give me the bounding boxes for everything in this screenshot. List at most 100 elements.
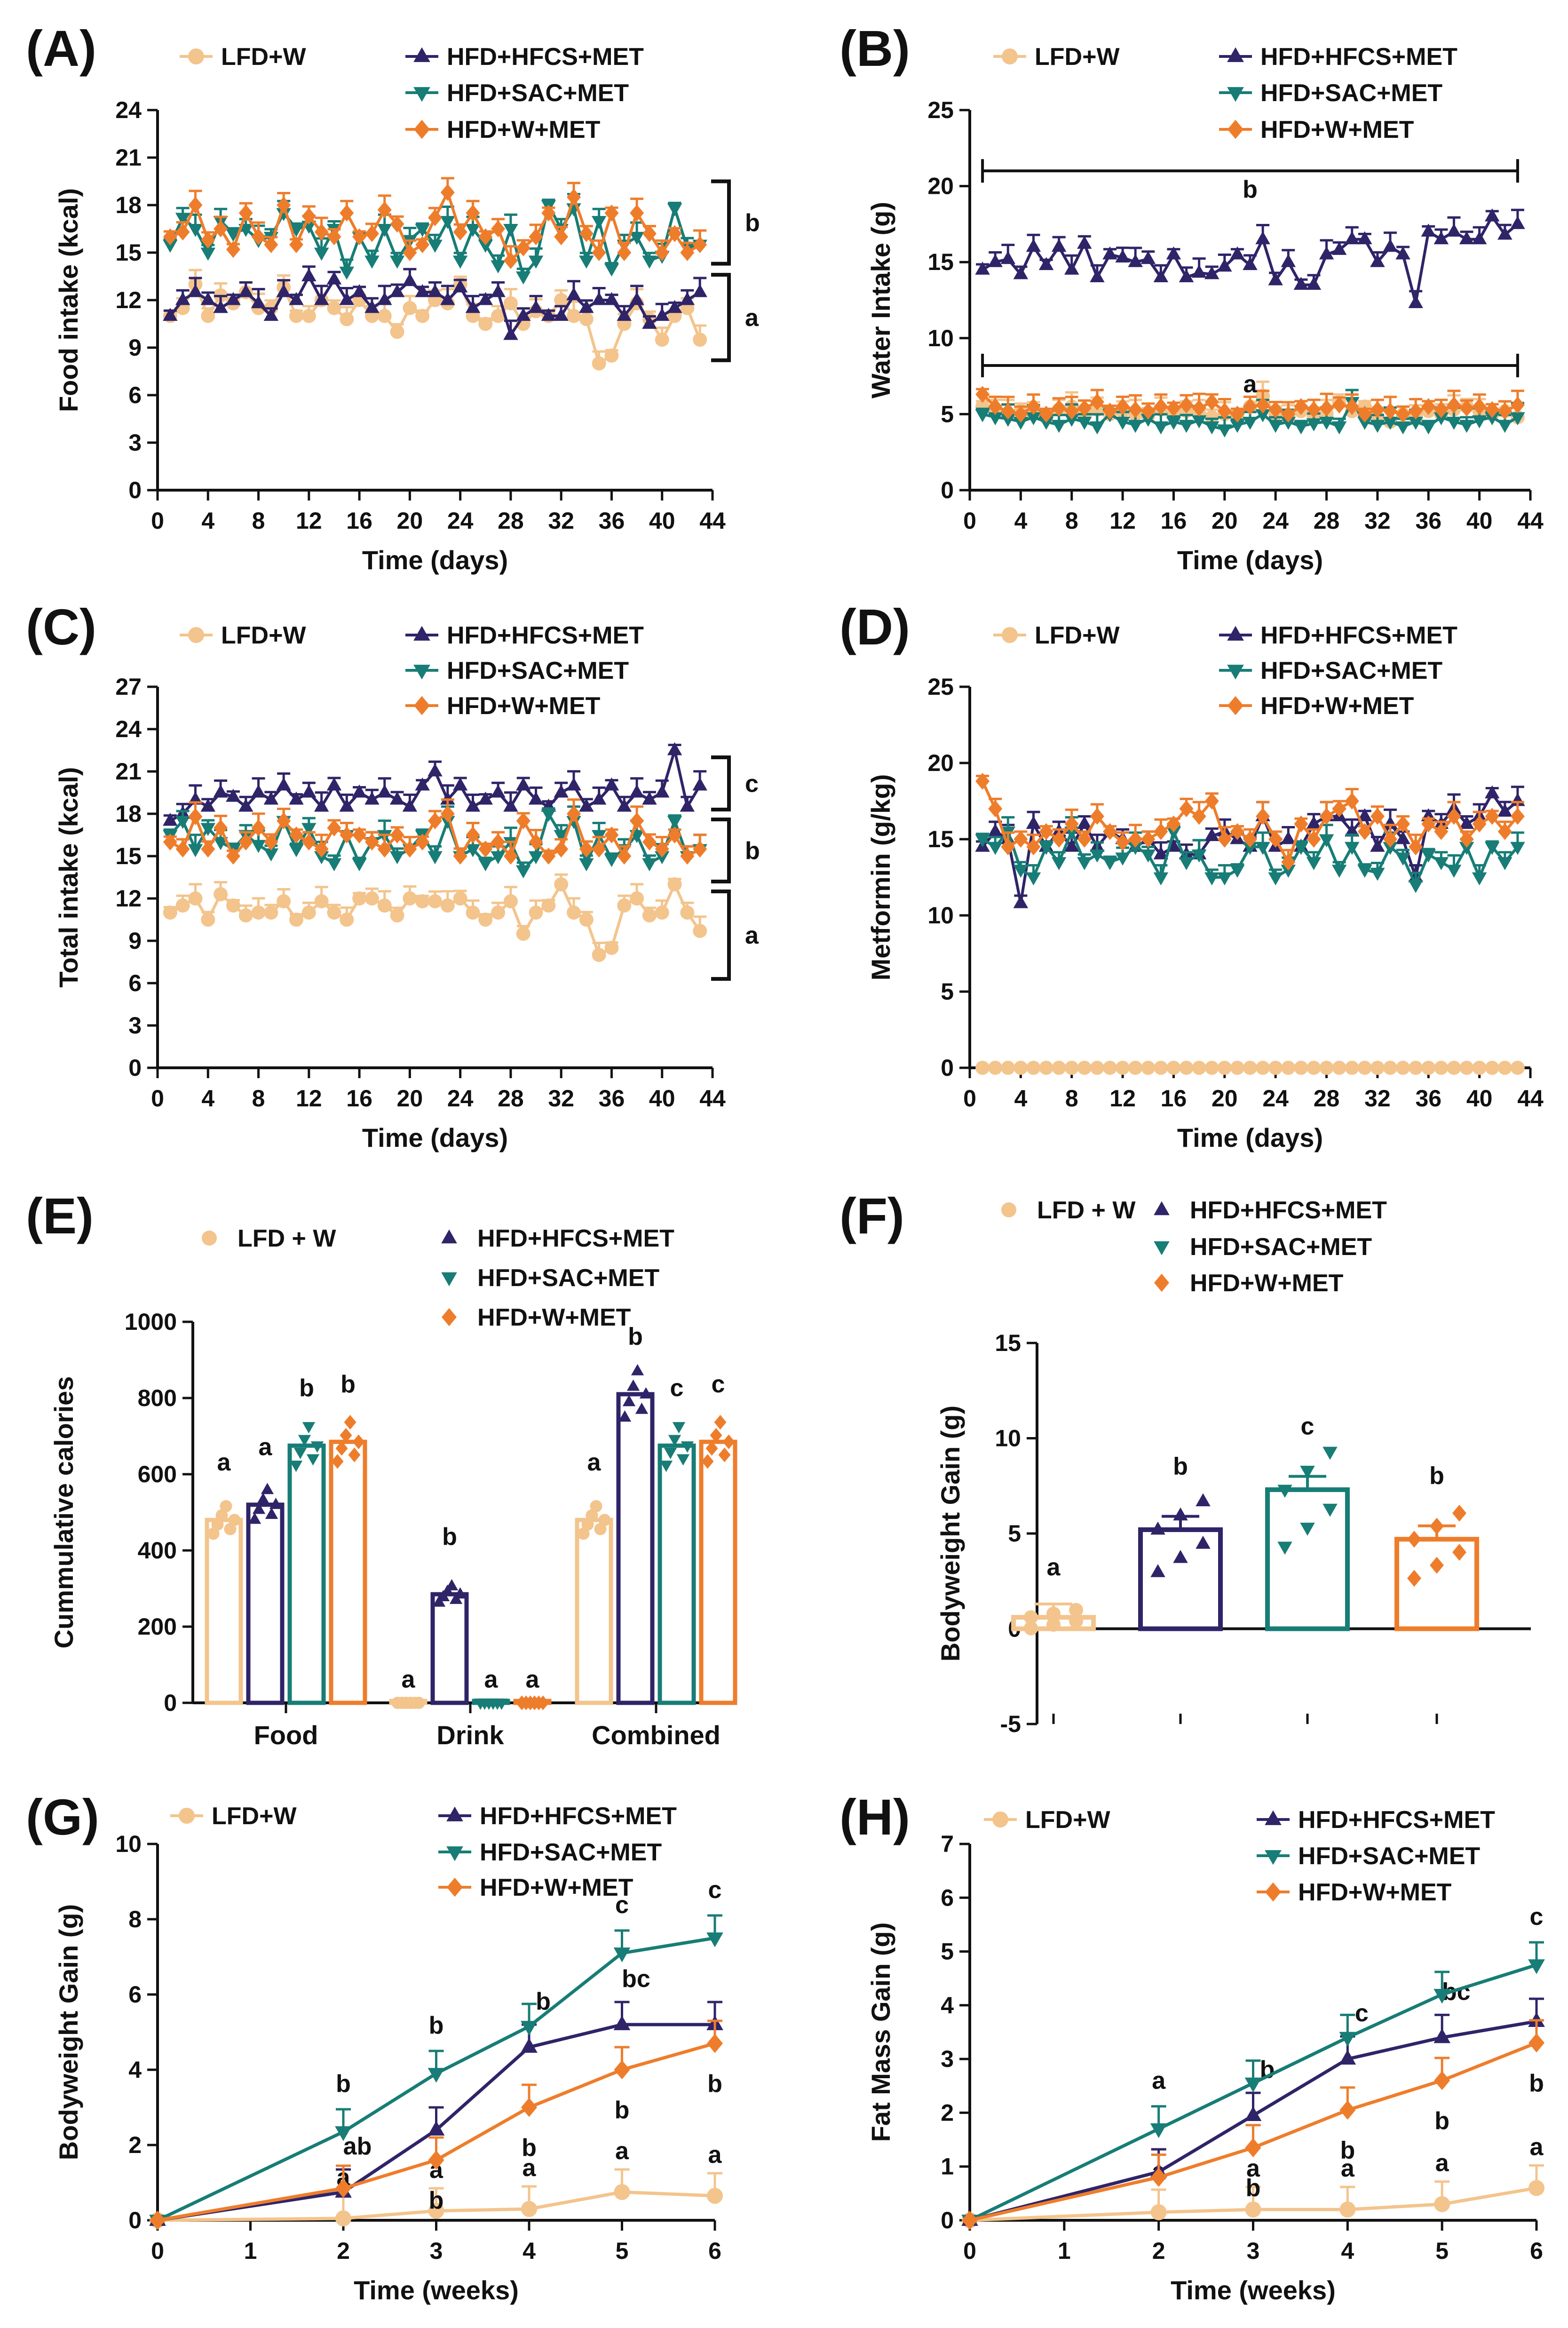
bar-sig-label: a	[526, 1666, 540, 1693]
span-label: a	[1243, 371, 1258, 398]
data-point	[326, 777, 342, 791]
data-point	[1383, 842, 1398, 855]
point-sig-label: b	[1246, 2175, 1261, 2202]
data-point	[1243, 257, 1258, 270]
data-point	[1331, 421, 1347, 435]
data-point	[1000, 413, 1016, 427]
bar-point	[412, 1697, 425, 1709]
data-point	[1217, 1061, 1232, 1075]
data-point	[1497, 226, 1513, 240]
data-point	[491, 906, 506, 920]
data-point	[1339, 2050, 1356, 2065]
series-hfd-w-met: b b b b	[150, 2019, 723, 2230]
data-point	[1090, 1061, 1104, 1075]
point-sig-label: a	[1341, 2155, 1355, 2182]
bar-hfd-sac-met-food: b	[287, 1375, 326, 1705]
legend-marker	[1154, 1273, 1169, 1292]
series-hfd-hfcs-met	[163, 265, 707, 340]
legend-marker	[1154, 1241, 1170, 1255]
y-tick-label: 9	[128, 928, 142, 954]
bar-point	[1196, 1493, 1211, 1507]
data-point	[554, 830, 569, 843]
panel-label: (E)	[26, 1187, 94, 1244]
data-point	[491, 834, 506, 850]
data-point	[276, 208, 291, 222]
data-point	[614, 2184, 630, 2200]
x-tick-label: 36	[1415, 1085, 1441, 1112]
series-hfd-w-met	[975, 386, 1525, 423]
y-tick-label: 24	[115, 97, 142, 123]
data-point	[1077, 857, 1092, 870]
data-point	[706, 1932, 723, 1947]
x-tick-label: 4	[1014, 508, 1027, 534]
data-point	[1256, 1061, 1270, 1075]
data-point	[1344, 231, 1360, 245]
data-point	[604, 777, 619, 791]
data-point	[352, 826, 367, 843]
data-point	[453, 223, 467, 241]
data-point	[1179, 857, 1194, 870]
legend-item-hfd-hfcs-met: HFD+HFCS+MET	[441, 1225, 674, 1252]
x-tick-label: 2	[337, 2238, 350, 2264]
data-point	[630, 891, 644, 906]
data-point	[1331, 865, 1347, 878]
data-point	[503, 798, 518, 812]
data-point	[592, 356, 606, 371]
data-point	[1294, 398, 1308, 415]
data-point	[1395, 246, 1410, 260]
data-point	[667, 877, 682, 891]
point-sig-label: b	[707, 2070, 722, 2098]
data-point	[163, 308, 178, 321]
data-point	[326, 858, 342, 872]
data-point	[1434, 401, 1449, 418]
bar-lfd-w-drink: a	[389, 1666, 428, 1709]
bar	[1265, 1487, 1350, 1631]
panel-label: (F)	[839, 1187, 904, 1244]
legend-marker	[179, 1808, 195, 1824]
series-line	[969, 2019, 1537, 2222]
panel-c: (C) LFD+W HFD+HFCS+MET HFD+SAC+MET HFD+W+MET…	[26, 598, 760, 1152]
data-point	[630, 204, 644, 222]
data-point	[1051, 857, 1067, 870]
bar	[329, 1439, 367, 1705]
data-point	[1293, 277, 1309, 290]
x-tick-label: 5	[1435, 2238, 1449, 2264]
bar-point	[211, 1518, 224, 1531]
data-point	[667, 816, 682, 829]
bar-point	[220, 1500, 232, 1513]
x-tick-label: 0	[963, 2238, 976, 2264]
data-point	[1472, 1061, 1487, 1075]
bar-hfd-hfcs-met-combined: b	[616, 1323, 655, 1705]
bar-point	[1046, 1617, 1061, 1632]
data-point	[591, 292, 607, 305]
data-point	[188, 284, 203, 297]
point-sig-label: a	[708, 2141, 722, 2169]
data-point	[238, 908, 253, 922]
data-point	[1281, 1061, 1296, 1075]
data-point	[655, 841, 669, 858]
data-point	[1383, 238, 1398, 252]
point-sig-label: c	[1355, 2000, 1369, 2027]
data-point	[975, 262, 990, 275]
data-point	[301, 268, 317, 281]
x-tick-label: 1	[244, 2238, 257, 2264]
data-point	[188, 197, 203, 214]
data-point	[1204, 828, 1220, 842]
x-tick-label: 2	[1152, 2238, 1165, 2264]
y-tick-label: 0	[128, 477, 142, 503]
data-point	[200, 247, 216, 261]
data-point	[415, 777, 430, 791]
data-point	[251, 906, 266, 920]
x-axis-label: Time (weeks)	[354, 2275, 519, 2305]
x-tick-label: 20	[397, 508, 423, 534]
data-point	[238, 204, 253, 222]
bar-point	[1277, 1541, 1292, 1555]
legend-item-hfd-w-met: HFD+W+MET	[1219, 116, 1414, 143]
data-point	[390, 215, 404, 233]
data-point	[415, 224, 430, 237]
bar-point	[348, 1447, 361, 1462]
x-tick-label: 12	[1109, 1085, 1136, 1112]
legend-item-hfd-sac-met: HFD+SAC+MET	[1219, 657, 1442, 684]
data-point	[1039, 1061, 1053, 1075]
data-point	[1026, 412, 1041, 426]
